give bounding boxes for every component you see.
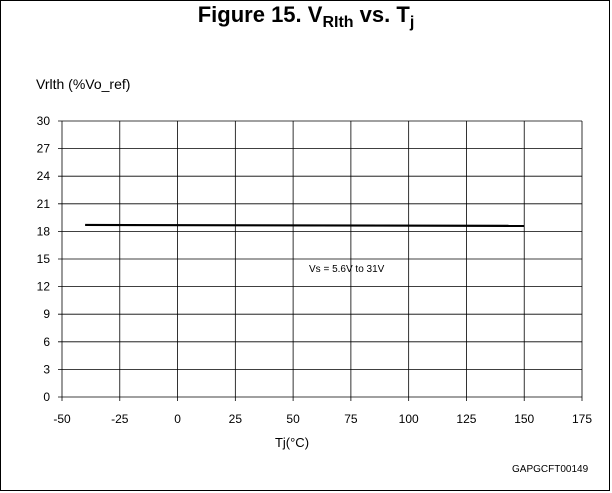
x-tick-label: -25 — [111, 412, 129, 426]
y-tick-label: 18 — [37, 224, 51, 238]
y-tick-label: 27 — [37, 142, 51, 156]
y-axis-label: Vrlth (%Vo_ref) — [36, 76, 131, 92]
series-layer — [85, 223, 525, 227]
figure-code: GAPGCFT00149 — [512, 464, 589, 475]
y-tick-label: 9 — [43, 307, 50, 321]
y-tick-label: 6 — [43, 335, 50, 349]
tick-labels: -50 -25 0 25 50 75 100 125 150 175 0 3 6 9 12 15 18 21 24 2… — [37, 114, 593, 426]
y-tick-label: 12 — [37, 280, 51, 294]
y-tick-label: 21 — [37, 197, 51, 211]
series-line — [85, 223, 525, 227]
x-tick-label: 0 — [174, 412, 181, 426]
x-tick-label: -50 — [53, 412, 71, 426]
x-axis-label: Tj(°C) — [274, 435, 310, 450]
x-tick-label: 125 — [456, 412, 476, 426]
grid — [58, 120, 583, 401]
y-tick-label: 3 — [43, 362, 50, 376]
x-tick-label: 25 — [229, 412, 243, 426]
x-tick-label: 175 — [572, 412, 592, 426]
y-tick-label: 0 — [43, 390, 50, 404]
x-tick-label: 50 — [286, 412, 300, 426]
x-tick-label: 75 — [344, 412, 358, 426]
x-tick-label: 150 — [514, 412, 534, 426]
chart-title: Figure 15. VRIth vs. Tj — [197, 2, 415, 31]
y-tick-label: 24 — [37, 169, 51, 183]
condition-annotation: Vs = 5.6V to 31V — [309, 264, 385, 275]
y-tick-label: 15 — [37, 252, 51, 266]
y-tick-label: 30 — [37, 114, 51, 128]
x-tick-label: 100 — [399, 412, 419, 426]
